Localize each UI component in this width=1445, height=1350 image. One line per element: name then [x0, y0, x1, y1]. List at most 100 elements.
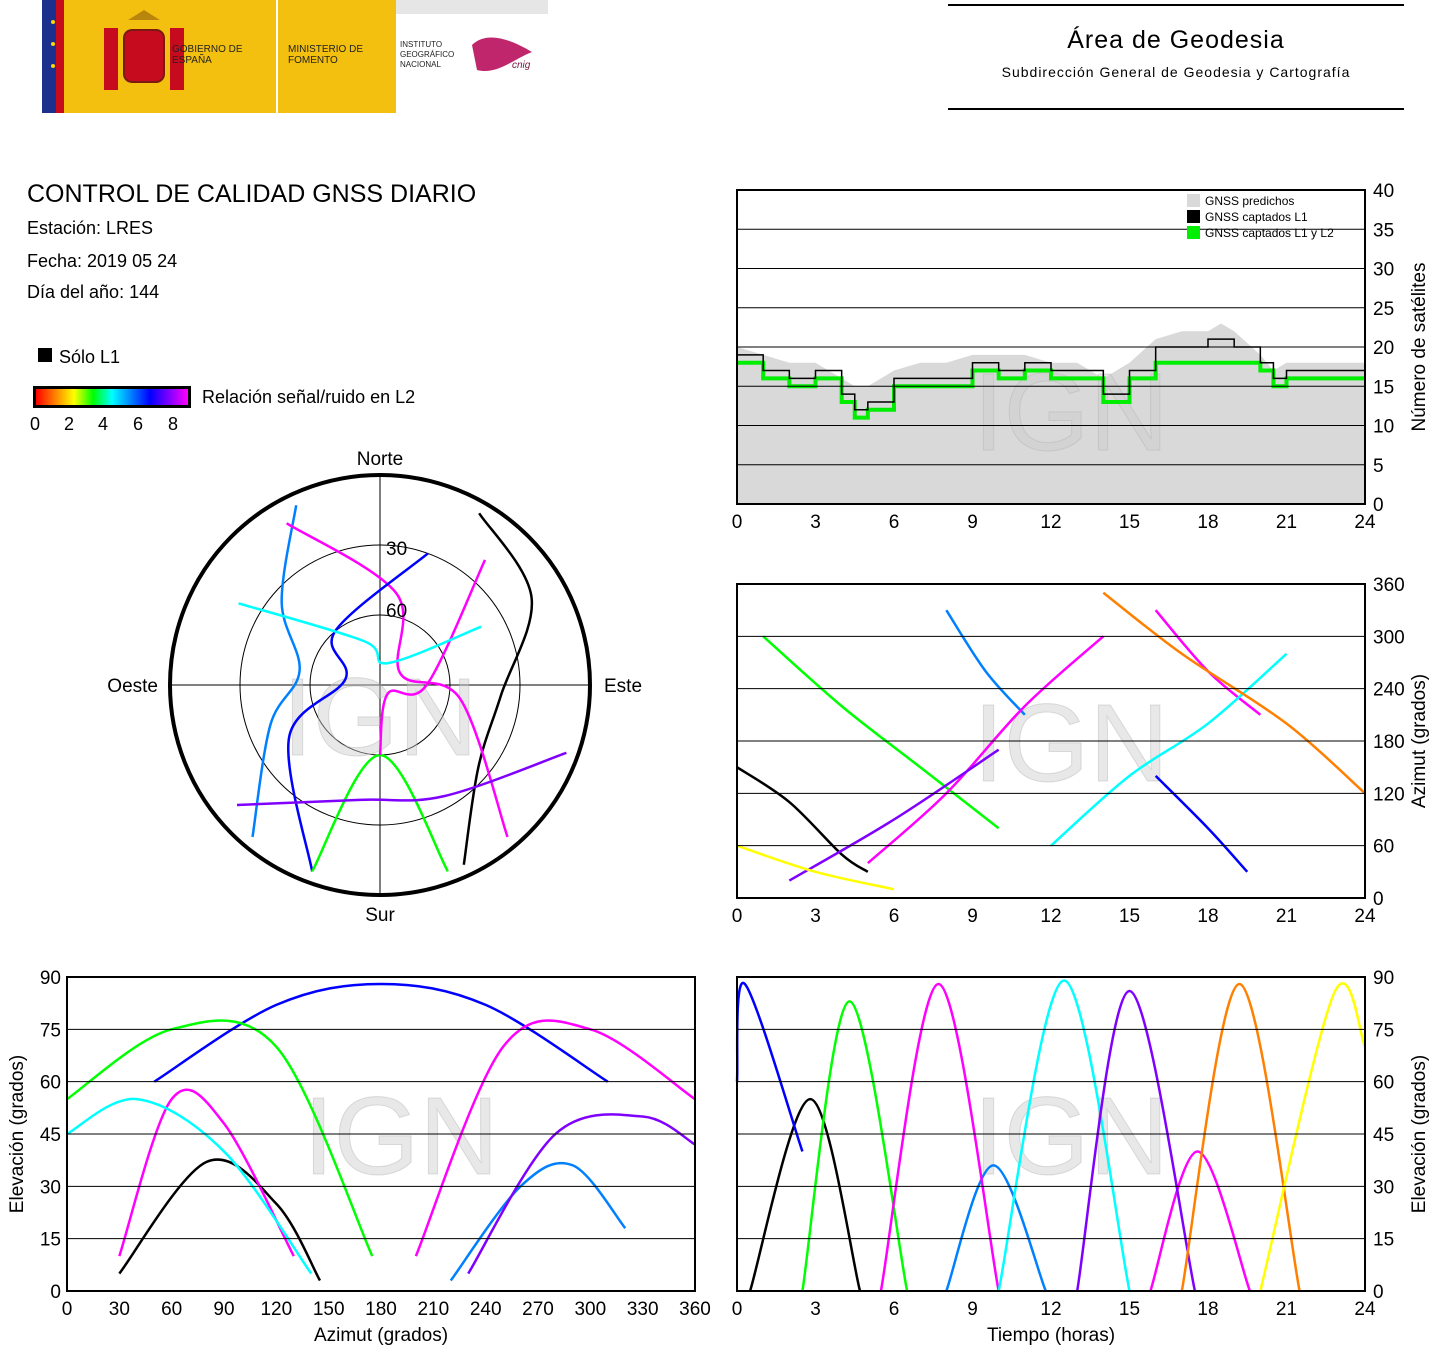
elevation-time-chart: IGN 0 15 30 45 60 75 90 0 3 6 9 12 15 18 21 24 Elevación … [732, 968, 1430, 1346]
sky-track [236, 751, 567, 807]
satellite-track [153, 982, 609, 1083]
x-tick-label: 30 [109, 1299, 130, 1320]
y-tick-label: 15 [1373, 377, 1394, 398]
sky-track [378, 559, 487, 756]
sky-ring-label: 30 [386, 539, 407, 560]
x-tick-label: 360 [679, 1299, 711, 1320]
colorbar-tick: 4 [98, 414, 109, 434]
x-tick-label: 120 [260, 1299, 292, 1320]
header-rule-bottom [948, 108, 1404, 110]
satellite-track [1259, 982, 1367, 1292]
skyplot-chart: IGN Norte Sur Este Oeste 30 60 [107, 449, 642, 926]
plot-frame [736, 976, 1366, 1292]
ministerio-band [278, 0, 396, 113]
sky-ring-label: 60 [386, 601, 407, 622]
x-tick-label: 24 [1354, 1299, 1376, 1320]
y-axis-label: Número de satélites [1409, 263, 1430, 432]
satellite-track [879, 982, 1000, 1292]
x-tick-label: 15 [1119, 906, 1140, 927]
x-tick-label: 18 [1197, 906, 1218, 927]
sky-label-south: Sur [365, 905, 395, 926]
coat-of-arms-icon [104, 10, 184, 90]
watermark: IGN [282, 656, 478, 779]
x-tick-label: 21 [1276, 906, 1297, 927]
y-tick-label: 25 [1373, 299, 1394, 320]
satellite-track [414, 1019, 696, 1257]
satellite-track [66, 1019, 374, 1257]
date-label: Fecha: 2019 05 24 [27, 251, 178, 271]
report-title: CONTROL DE CALIDAD GNSS DIARIO [27, 180, 477, 208]
y-tick-label: 120 [1373, 784, 1405, 805]
org-instituto: INSTITUTO GEOGRÁFICO NACIONAL [400, 40, 455, 69]
y-tick-label: 0 [1373, 889, 1384, 910]
x-tick-label: 24 [1354, 512, 1376, 533]
y-tick-label: 30 [1373, 1177, 1394, 1198]
watermark: IGN [973, 351, 1169, 474]
satellite-track [801, 1000, 909, 1292]
sky-label-west: Oeste [107, 676, 158, 697]
snr-colorbar-label: Relación señal/ruido en L2 [202, 387, 416, 407]
y-tick-label: 0 [50, 1282, 61, 1303]
y-tick-label: 90 [1373, 968, 1394, 989]
x-axis-label: Azimut (grados) [314, 1325, 448, 1346]
x-tick-label: 15 [1119, 512, 1140, 533]
x-tick-label: 180 [365, 1299, 397, 1320]
plot-frame [736, 583, 1366, 899]
satellite-track [1102, 591, 1366, 795]
satellite-track [1149, 1150, 1252, 1292]
azimuth-time-chart: IGN 0 60 120 180 240 300 360 0 3 6 9 12 15 18 21 24 Azimu… [732, 575, 1430, 927]
satellite-track [867, 635, 1105, 865]
plot-frame [736, 189, 1366, 505]
x-tick-label: 9 [967, 906, 978, 927]
satellite-track [945, 609, 1026, 716]
x-tick-label: 9 [967, 1299, 978, 1320]
y-axis-label: Elevación (grados) [7, 1055, 28, 1213]
station-label: Estación: LRES [27, 218, 154, 238]
satellite-track [748, 1097, 862, 1292]
y-axis-label: Azimut (grados) [1409, 674, 1430, 808]
y-tick-label: 35 [1373, 220, 1394, 241]
x-tick-label: 18 [1197, 1299, 1218, 1320]
series-predicted-area [737, 323, 1365, 504]
sky-label-north: Norte [357, 449, 403, 470]
y-tick-label: 75 [1373, 1020, 1394, 1041]
satellite-track [788, 748, 1000, 882]
sky-track [462, 512, 534, 865]
area-title: Área de Geodesia [1067, 26, 1285, 54]
x-tick-label: 330 [627, 1299, 659, 1320]
elevation-azimuth-chart: IGN 0 15 30 45 60 75 90 0 30 60 90 120 150 180 210 240 27… [7, 968, 711, 1346]
satellite-track [1180, 982, 1301, 1292]
satellite-track [66, 1097, 313, 1275]
y-tick-label: 0 [1373, 495, 1384, 516]
y-tick-label: 15 [1373, 1230, 1394, 1251]
x-tick-label: 12 [1040, 1299, 1061, 1320]
satellite-track [467, 1113, 696, 1275]
x-tick-label: 60 [161, 1299, 182, 1320]
x-tick-label: 0 [62, 1299, 73, 1320]
watermark: IGN [973, 1075, 1169, 1198]
satellite-track [1075, 989, 1197, 1292]
x-tick-label: 18 [1197, 512, 1218, 533]
y-tick-label: 45 [40, 1125, 61, 1146]
cnig-logo-icon [472, 37, 532, 71]
snr-colorbar [33, 386, 191, 408]
sky-track [238, 602, 482, 665]
org-gobierno: GOBIERNO DE ESPAÑA [172, 44, 243, 66]
y-tick-label: 30 [1373, 260, 1394, 281]
satellite-track [1050, 652, 1288, 847]
logo-block: GOBIERNO DE ESPAÑA MINISTERIO DE FOMENTO… [42, 0, 548, 113]
x-tick-label: 6 [889, 1299, 900, 1320]
colorbar-tick: 0 [30, 414, 41, 434]
satellite-track [118, 1158, 322, 1282]
colorbar-tick: 6 [133, 414, 144, 434]
x-tick-label: 90 [213, 1299, 234, 1320]
x-tick-label: 210 [417, 1299, 449, 1320]
x-tick-label: 9 [967, 512, 978, 533]
y-tick-label: 15 [40, 1230, 61, 1251]
x-tick-label: 3 [810, 906, 821, 927]
org-ministerio: MINISTERIO DE FOMENTO [288, 44, 364, 66]
y-tick-label: 60 [1373, 837, 1394, 858]
x-tick-label: 0 [732, 906, 743, 927]
x-tick-label: 12 [1040, 906, 1061, 927]
satellite-track [736, 844, 895, 891]
